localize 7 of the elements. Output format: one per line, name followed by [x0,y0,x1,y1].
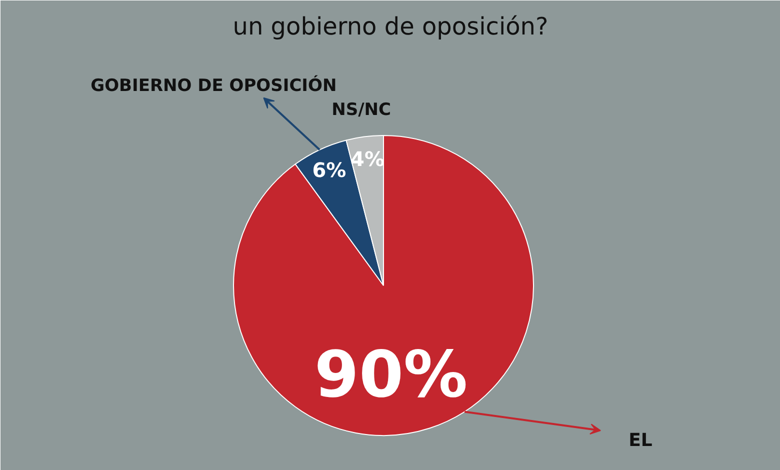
data-label: 6% [312,158,346,182]
legend-label: EL [628,430,652,451]
data-label: 4% [350,147,385,172]
chart-title: un gobierno de oposición? [232,12,548,40]
slice-label: NS/NC [332,100,392,120]
data-label: 90% [314,338,468,412]
slice-label: GOBIERNO DE OPOSICIÓN [90,74,337,96]
